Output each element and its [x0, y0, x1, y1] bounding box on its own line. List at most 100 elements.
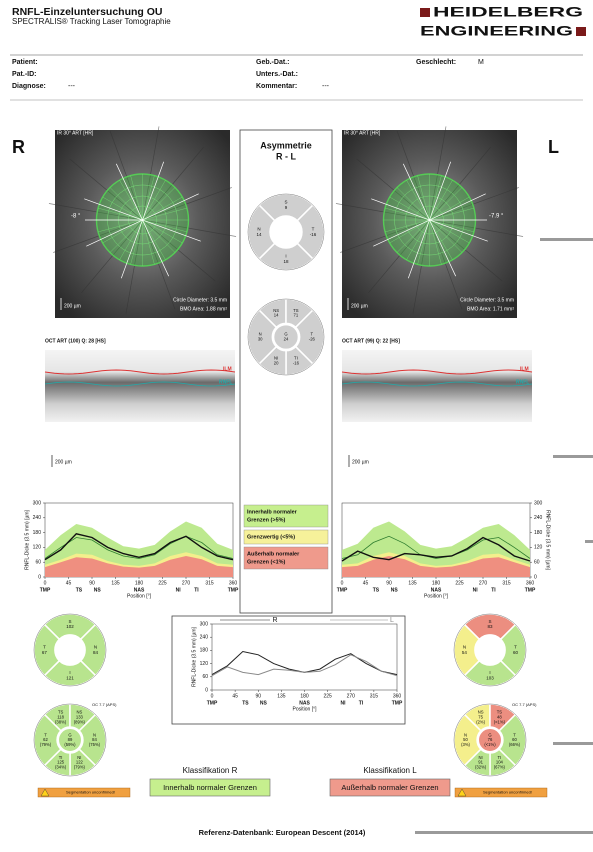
- scan-grid: [130, 219, 143, 265]
- sector-name: I: [285, 254, 286, 259]
- sector-value: 48: [497, 714, 502, 719]
- x-tick-label: 270: [479, 580, 488, 586]
- band-red: [45, 556, 233, 577]
- x-tick-label: 360: [229, 580, 238, 586]
- eye-label: L: [548, 137, 559, 157]
- vessel: [356, 158, 430, 221]
- y-tick-label: 300: [200, 621, 209, 627]
- sector-value: 122: [76, 760, 84, 765]
- x-tick-label: 315: [370, 693, 379, 699]
- legend-box: [243, 546, 329, 570]
- warning-text: Segmentation unconfirmed!: [66, 790, 115, 795]
- sector-value: 83: [487, 624, 493, 629]
- y-tick-label: 60: [534, 560, 540, 566]
- sector-value: 75: [478, 714, 483, 719]
- sector-name: TS: [58, 710, 64, 715]
- scan-grid: [142, 219, 155, 265]
- sector-name: NS: [273, 308, 279, 313]
- sector-tick-label: NS: [391, 587, 399, 593]
- sector-value: 50: [463, 737, 468, 742]
- scan-grid: [142, 219, 187, 233]
- x-tick-label: 315: [205, 580, 214, 586]
- sector-name: NI: [479, 755, 483, 760]
- compare-legend-label: L: [390, 617, 394, 624]
- sector-tick-label: TS: [242, 700, 249, 706]
- scan-grid: [102, 219, 143, 244]
- vessel: [53, 219, 143, 253]
- bmo-label: BMO Area: 1.71 mm²: [467, 306, 514, 312]
- classification-value: Innerhalb normaler Grenzen: [163, 783, 257, 792]
- x-tick-label: 225: [158, 580, 167, 586]
- y-tick-label: 180: [200, 648, 209, 654]
- sector-value: 125: [57, 760, 65, 765]
- warning-bar: [454, 787, 548, 798]
- sector-value: -16: [293, 360, 300, 365]
- field-label: Pat.-ID:: [12, 71, 37, 78]
- x-tick-label: 90: [255, 693, 261, 699]
- scan-grid: [142, 219, 183, 244]
- scan-grid: [417, 175, 430, 221]
- y-tick-label: 0: [205, 687, 208, 693]
- mean-line: [44, 535, 234, 559]
- rnfl-label: RNFL: [516, 379, 529, 385]
- bmo-label: BMO Area: 1.88 mm²: [180, 306, 227, 312]
- y-tick-label: 120: [200, 661, 209, 667]
- scan-grid: [142, 219, 166, 260]
- field-label: Kommentar:: [256, 83, 297, 90]
- vessel: [142, 147, 204, 221]
- x-tick-label: 90: [386, 580, 392, 586]
- sector-pct: (38%): [55, 719, 67, 724]
- sector-tick-label: TI: [491, 587, 496, 593]
- legend-text: Grenzen (>5%): [247, 517, 286, 523]
- x-tick-label: 0: [211, 693, 214, 699]
- scan-grid: [429, 219, 442, 265]
- sector-tick-label: NAS: [431, 587, 442, 593]
- scan-grid: [142, 187, 176, 221]
- asymmetry-title: Asymmetrie: [260, 140, 312, 150]
- mean-line: [341, 535, 531, 559]
- sector-center: [58, 728, 82, 752]
- sector-name: TS: [293, 308, 299, 313]
- legend-text: Innerhalb normaler: [247, 509, 298, 515]
- angle-label: -8 °: [71, 214, 81, 220]
- logo-square: [576, 27, 586, 36]
- sector-name: TI: [498, 755, 502, 760]
- sector-name: TI: [59, 755, 63, 760]
- vessel: [429, 126, 447, 221]
- sector-value: 14: [274, 313, 279, 318]
- x-tick-label: 180: [432, 580, 441, 586]
- legend-text: Außerhalb normaler: [247, 551, 300, 557]
- oct-scale-label: 200 µm: [55, 459, 72, 465]
- vessel: [368, 219, 430, 293]
- sector-tick-label: NAS: [299, 700, 310, 706]
- x-tick-label: 270: [182, 580, 191, 586]
- compare-legend-label: R: [272, 617, 277, 624]
- sector-value: 118: [57, 714, 64, 719]
- sector-name: T: [513, 732, 516, 737]
- scan-grid: [98, 207, 143, 221]
- scale-label: 200 µm: [64, 303, 81, 309]
- y-tick-label: 60: [35, 560, 41, 566]
- sector-tick-label: TMP: [337, 587, 348, 593]
- sector-ring: [247, 298, 325, 376]
- sector-tick-label: TMP: [392, 700, 403, 706]
- ir-label: IR 30° ART [HR]: [344, 130, 381, 136]
- asymmetry-subtitle: R - L: [276, 151, 296, 161]
- sector-pct: (3%): [461, 742, 470, 747]
- field-label: Geschlecht:: [416, 59, 456, 66]
- legend-box: [243, 504, 329, 528]
- field-label: Diagnose:: [12, 83, 46, 90]
- sector-name: S: [488, 619, 491, 624]
- sector-name: NI: [77, 755, 81, 760]
- ilm-label: ILM: [520, 366, 529, 372]
- field-value: M: [478, 59, 484, 66]
- eye-label: R: [12, 137, 25, 157]
- sector-tick-label: NAS: [134, 587, 145, 593]
- scan-grid: [429, 207, 474, 221]
- x-tick-label: 360: [393, 693, 402, 699]
- scan-grid: [429, 219, 474, 233]
- sector-pct: (2%): [476, 719, 485, 724]
- x-tick-label: 315: [502, 580, 511, 586]
- logo-text: ENGINEERING: [420, 23, 573, 39]
